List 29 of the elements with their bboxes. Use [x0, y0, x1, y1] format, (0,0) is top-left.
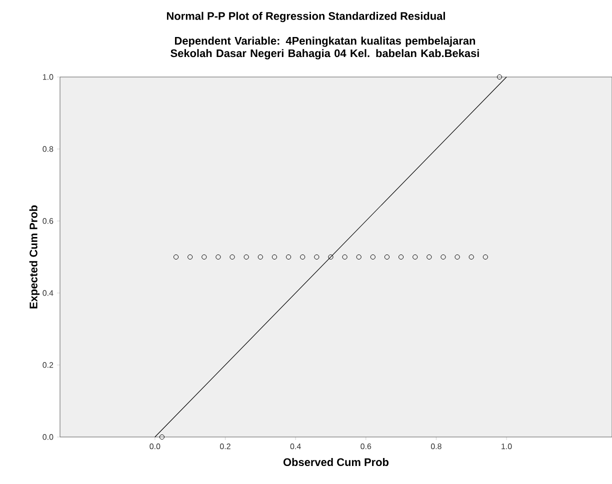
point	[216, 254, 221, 260]
point	[370, 254, 376, 260]
point	[454, 254, 460, 260]
point	[188, 254, 193, 260]
point	[314, 254, 320, 260]
point	[412, 254, 418, 260]
x-axis-title: Observed Cum Prob	[283, 458, 389, 466]
point	[384, 254, 390, 260]
point	[272, 254, 278, 260]
chart-subtitle: Dependent Variable: 4Peningkatan kualitas pembelajaran Sekolah Dasar Negeri Bahagia 04 Kel. babelan Kab.Bekasi	[170, 36, 479, 60]
point	[258, 254, 263, 260]
point	[398, 254, 404, 260]
chart-title: Normal P-P Plot of Regression Standardized Residual	[166, 12, 445, 22]
point	[300, 254, 306, 260]
point	[244, 254, 249, 260]
y-axis-title: Expected Cum Prob	[29, 205, 40, 308]
point	[202, 254, 207, 260]
point	[440, 254, 446, 260]
point	[426, 254, 432, 260]
point	[496, 74, 502, 80]
point	[356, 254, 362, 260]
point	[159, 434, 165, 440]
point	[230, 254, 235, 260]
point	[328, 254, 334, 260]
point	[342, 254, 348, 260]
point	[286, 254, 292, 260]
point	[468, 254, 474, 260]
point	[173, 254, 179, 260]
point	[482, 254, 488, 260]
